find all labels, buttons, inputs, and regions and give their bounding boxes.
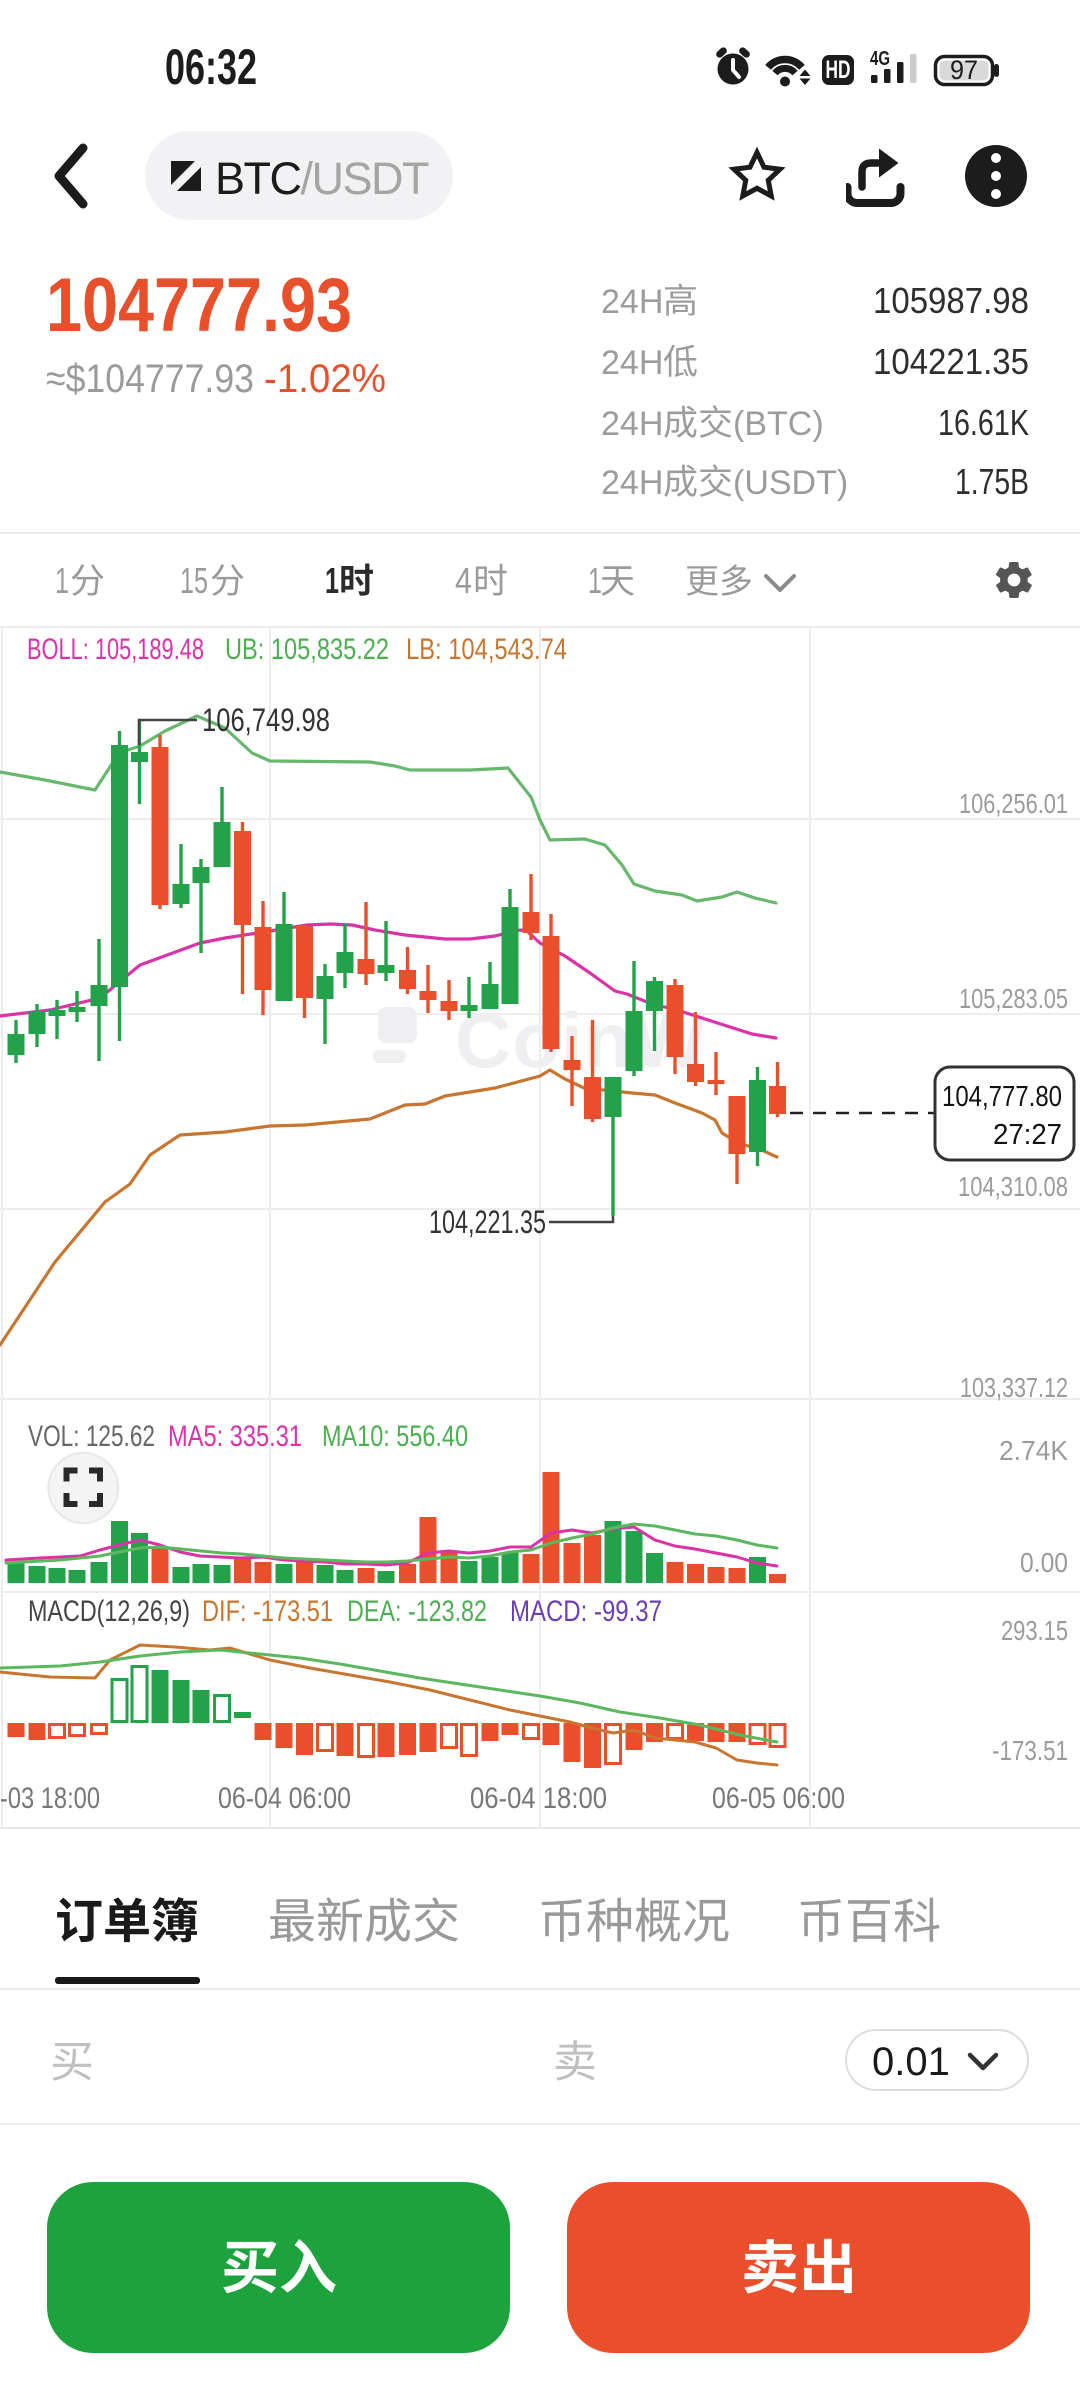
svg-text:293.15: 293.15 — [1001, 1615, 1068, 1646]
svg-text:97: 97 — [950, 55, 978, 85]
svg-text:1: 1 — [55, 560, 69, 601]
svg-text:≈$104777.93: ≈$104777.93 — [46, 357, 254, 401]
svg-text:103,337.12: 103,337.12 — [960, 1372, 1068, 1403]
svg-text:104,221.35: 104,221.35 — [429, 1204, 546, 1240]
svg-text:106,749.98: 106,749.98 — [202, 702, 330, 738]
svg-text:MACD(12,26,9): MACD(12,26,9) — [28, 1595, 190, 1628]
svg-text:1.75B: 1.75B — [955, 461, 1029, 502]
svg-text:-1.02%: -1.02% — [264, 357, 386, 401]
svg-text:BOLL: 105,189.48: BOLL: 105,189.48 — [27, 633, 204, 666]
svg-text:4G: 4G — [870, 48, 890, 70]
svg-text:-173.51: -173.51 — [992, 1735, 1068, 1766]
svg-text:27:27: 27:27 — [993, 1119, 1062, 1151]
svg-text:24H: 24H — [601, 344, 663, 382]
svg-text:104,310.08: 104,310.08 — [958, 1171, 1068, 1202]
svg-text:104777.93: 104777.93 — [46, 263, 352, 348]
svg-text:LB: 104,543.74: LB: 104,543.74 — [406, 633, 567, 666]
svg-text:105987.98: 105987.98 — [873, 280, 1029, 321]
svg-text:0.00: 0.00 — [1020, 1547, 1068, 1578]
svg-text:24H: 24H — [601, 464, 663, 502]
svg-text:06-04 18:00: 06-04 18:00 — [470, 1782, 607, 1815]
svg-text:06:32: 06:32 — [165, 39, 257, 95]
svg-text:VOL: 125.62: VOL: 125.62 — [28, 1420, 155, 1453]
svg-text:104221.35: 104221.35 — [873, 341, 1029, 382]
svg-text:MACD: -99.37: MACD: -99.37 — [510, 1595, 662, 1628]
svg-text:104,777.80: 104,777.80 — [942, 1081, 1062, 1113]
svg-text:DIF: -173.51: DIF: -173.51 — [202, 1595, 333, 1628]
svg-text:1: 1 — [325, 560, 339, 601]
svg-text:MA5: 335.31: MA5: 335.31 — [168, 1420, 302, 1453]
svg-text:DEA: -123.82: DEA: -123.82 — [347, 1595, 487, 1628]
svg-text:16.61K: 16.61K — [938, 402, 1029, 443]
svg-text:(BTC): (BTC) — [733, 405, 824, 443]
svg-text:2.74K: 2.74K — [999, 1435, 1068, 1466]
svg-text:06-05 06:00: 06-05 06:00 — [712, 1782, 845, 1815]
svg-text:105,283.05: 105,283.05 — [959, 983, 1068, 1014]
svg-text:HD: HD — [826, 56, 851, 84]
svg-text:15: 15 — [180, 560, 208, 601]
svg-text:(USDT): (USDT) — [733, 464, 848, 502]
svg-text:06-04 06:00: 06-04 06:00 — [218, 1782, 351, 1815]
svg-text:4: 4 — [455, 560, 472, 601]
svg-text:106,256.01: 106,256.01 — [959, 788, 1068, 819]
svg-text:-03 18:00: -03 18:00 — [0, 1782, 100, 1815]
svg-text:MA10: 556.40: MA10: 556.40 — [322, 1420, 468, 1453]
svg-text:1: 1 — [588, 560, 602, 601]
svg-text:24H: 24H — [601, 405, 663, 443]
svg-text:UB: 105,835.22: UB: 105,835.22 — [225, 633, 389, 666]
svg-text:24H: 24H — [601, 283, 663, 321]
